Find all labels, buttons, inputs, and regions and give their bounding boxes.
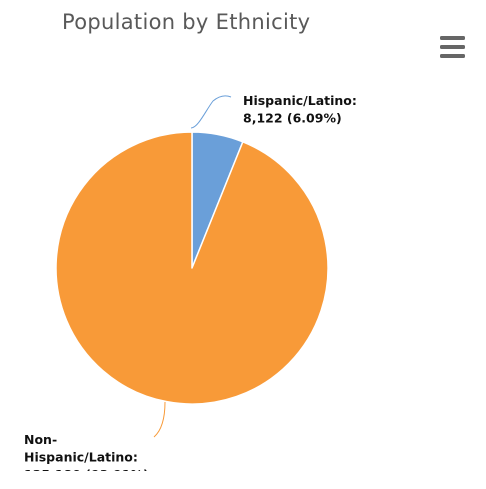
data-label-line: 8,122 (6.09%) (243, 111, 342, 126)
pie-slice-non-hispanic-latino[interactable] (55, 131, 329, 405)
data-label-line: Non- (24, 432, 57, 447)
data-label-line: Hispanic/Latino: (24, 450, 138, 465)
chart-title: Population by Ethnicity (62, 10, 311, 34)
hamburger-menu-icon (440, 36, 465, 40)
data-label: Non- Hispanic/Latino: 125,180 (93.91%) (24, 432, 149, 482)
data-label-connector (153, 401, 166, 438)
pie-slices (55, 131, 329, 405)
data-label-line: 125,180 (93.91%) (24, 467, 149, 482)
data-label-line: Hispanic/Latino: (243, 93, 357, 108)
hamburger-menu-icon-bar (440, 45, 465, 49)
hamburger-menu-icon-bar (440, 54, 465, 58)
chart-menu-button[interactable] (436, 30, 470, 64)
data-label: Hispanic/Latino: 8,122 (6.09%) (243, 93, 357, 126)
data-label-connector (190, 95, 232, 129)
pie-data-labels: Hispanic/Latino: 8,122 (6.09%) Non- Hispani… (24, 93, 357, 482)
